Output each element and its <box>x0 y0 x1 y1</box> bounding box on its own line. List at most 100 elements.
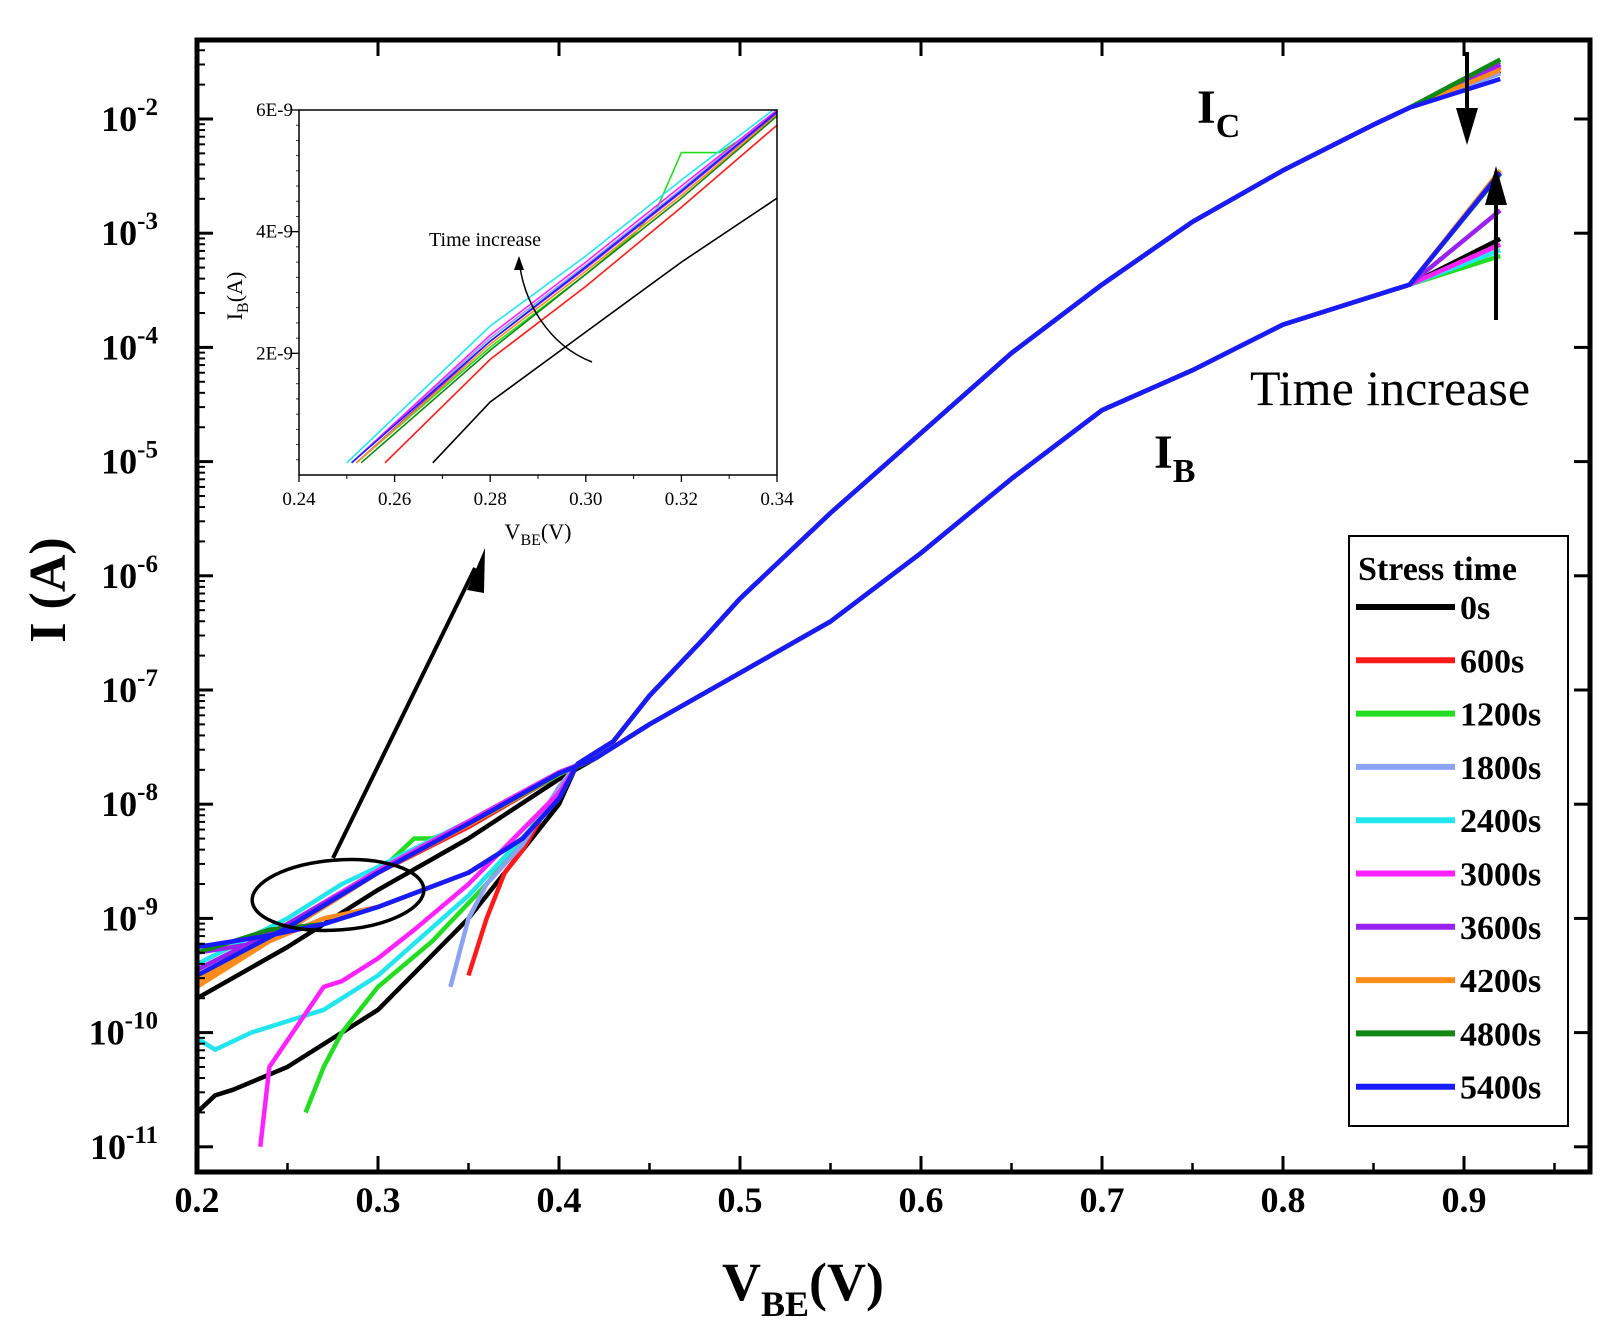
legend-entry: 0s <box>1356 590 1490 627</box>
x-tick-label: 0.3 <box>356 1180 401 1220</box>
y-tick-label: 10-9 <box>101 893 158 938</box>
legend-title: Stress time <box>1358 551 1517 588</box>
series-5400s <box>197 76 1502 978</box>
y-tick-base: 10 <box>101 213 137 253</box>
y-tick-label: 10-5 <box>101 437 158 482</box>
y-tick-exp: -4 <box>137 322 158 349</box>
y-axis-title: I (A) <box>20 537 77 642</box>
plot-frame <box>194 37 1593 1175</box>
legend-label: 2400s <box>1460 803 1541 840</box>
y-tick-base: 10 <box>101 898 137 938</box>
legend-label: 3600s <box>1460 910 1541 947</box>
legend-label: 0s <box>1460 590 1490 627</box>
y-tick-base: 10 <box>101 784 137 824</box>
inset-x-tick-label: 0.32 <box>665 489 698 510</box>
legend-entry: 600s <box>1356 643 1524 680</box>
x-axis-title-main: V <box>722 1252 761 1312</box>
x-tick-label: 0.8 <box>1261 1180 1306 1220</box>
y-tick-base: 10 <box>101 99 137 139</box>
time-increase-arrows <box>1456 52 1507 320</box>
legend: Stress time 0s 600s 1200s 1800s 2400s 3000s 36… <box>1348 535 1569 1127</box>
inset-series-600s <box>384 124 777 464</box>
inset-x-tick-labels: 0.24 0.26 0.28 0.30 0.32 0.34 <box>282 489 794 510</box>
y-tick-exp: -5 <box>137 437 158 464</box>
ic-curve-label: IC <box>1197 81 1240 145</box>
ib-curve-label-main: I <box>1154 426 1173 479</box>
y-tick-base: 10 <box>89 1013 125 1053</box>
ic-curve-label-main: I <box>1197 81 1216 134</box>
main-curves <box>197 57 1502 1148</box>
legend-entry: 1800s <box>1356 750 1541 787</box>
y-tick-exp: -2 <box>137 94 158 121</box>
y-tick-label: 10-11 <box>90 1122 158 1167</box>
y-tick-label: 10-8 <box>101 779 158 824</box>
arrow-down-head <box>1456 108 1478 145</box>
y-tick-label: 10-10 <box>89 1008 158 1053</box>
time-increase-label: Time increase <box>1250 360 1530 416</box>
ic-low-1800s <box>448 762 579 988</box>
legend-entry: 2400s <box>1356 803 1541 840</box>
y-tick-base: 10 <box>101 327 137 367</box>
legend-label: 5400s <box>1460 1070 1541 1107</box>
zoom-arrow-shaft <box>331 567 477 859</box>
y-tick-labels: 10-1110-1010-910-810-710-610-510-410-310… <box>89 94 159 1167</box>
legend-entry: 5400s <box>1356 1070 1541 1107</box>
inset-x-title-sub: BE <box>520 532 540 549</box>
x-tick-labels: 0.2 0.3 0.4 0.5 0.6 0.7 0.8 0.9 <box>175 1180 1487 1220</box>
inset-series-2400s <box>346 110 775 464</box>
legend-label: 600s <box>1460 643 1524 680</box>
inset-x-title-main: V <box>505 519 521 544</box>
y-tick-label: 10-2 <box>101 94 158 139</box>
zoom-arrow-head <box>467 548 485 593</box>
inset-curves <box>346 110 777 464</box>
y-tick-label: 10-7 <box>101 665 158 710</box>
legend-label: 1800s <box>1460 750 1541 787</box>
legend-label: 4200s <box>1460 963 1541 1000</box>
y-tick-exp: -3 <box>137 208 158 235</box>
main-ticks <box>195 40 1590 1172</box>
legend-entry: 4200s <box>1356 963 1541 1000</box>
legend-entry: 3600s <box>1356 910 1541 947</box>
legend-entries: 0s 600s 1200s 1800s 2400s 3000s 3600s 4200s 4800… <box>1356 590 1541 1107</box>
inset-time-increase-label: Time increase <box>429 229 541 251</box>
inset-annotation-arrow-head <box>514 256 524 270</box>
inset-annotation-arrow <box>518 257 593 363</box>
inset-y-tick-label: 2E-9 <box>256 343 293 364</box>
x-tick-label: 0.7 <box>1080 1180 1125 1220</box>
x-tick-label: 0.2 <box>175 1180 220 1220</box>
inset-y-title-sub: B <box>235 302 252 313</box>
inset-chart: 0.24 0.26 0.28 0.30 0.32 0.34 2E-94E-96E-9 VB… <box>222 100 794 549</box>
y-tick-exp: -9 <box>137 893 158 920</box>
legend-label: 1200s <box>1460 697 1541 734</box>
inset-series-0s <box>432 197 777 464</box>
y-tick-exp: -8 <box>137 779 158 806</box>
ic-curve-label-sub: C <box>1216 108 1241 145</box>
inset-y-tick-labels: 2E-9 4E-9 6E-9 <box>256 100 293 364</box>
ib-curve-label-sub: B <box>1173 453 1196 490</box>
inset-x-tick-label: 0.30 <box>569 489 602 510</box>
y-tick-label: 10-3 <box>101 208 158 253</box>
legend-box <box>1348 535 1569 1127</box>
ib-low-0s <box>197 756 597 1001</box>
ic-low-0s <box>197 763 580 1115</box>
inset-x-tick-label: 0.24 <box>282 489 316 510</box>
x-tick-label: 0.6 <box>899 1180 944 1220</box>
legend-label: 3000s <box>1460 857 1541 894</box>
ib-curve-label: IB <box>1154 426 1195 490</box>
zoom-region-ellipse <box>250 857 426 933</box>
y-tick-exp: -10 <box>125 1008 158 1035</box>
x-tick-label: 0.9 <box>1442 1180 1487 1220</box>
legend-entry: 4800s <box>1356 1016 1541 1053</box>
inset-series-4200s <box>355 114 777 464</box>
x-tick-label: 0.4 <box>537 1180 582 1220</box>
x-axis-title-sub: BE <box>761 1284 809 1324</box>
y-tick-base: 10 <box>101 442 137 482</box>
legend-label: 4800s <box>1460 1016 1541 1053</box>
arrow-up-head <box>1485 166 1507 205</box>
x-tick-label: 0.5 <box>718 1180 763 1220</box>
inset-y-title-unit: (A) <box>222 272 247 303</box>
inset-x-tick-label: 0.28 <box>474 489 507 510</box>
y-tick-label: 10-6 <box>101 551 158 596</box>
